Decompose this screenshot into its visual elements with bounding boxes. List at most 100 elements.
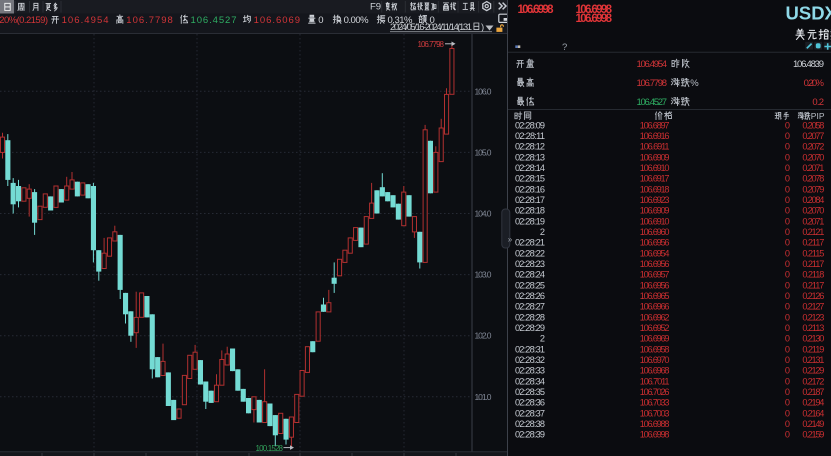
svg-text:0.2126: 0.2126: [802, 291, 824, 301]
svg-text:02:28:27: 02:28:27: [515, 302, 545, 312]
svg-text:0: 0: [785, 142, 790, 152]
svg-text:0.2058: 0.2058: [802, 120, 824, 130]
svg-text:106.6956: 106.6956: [640, 280, 670, 290]
svg-text:101.0: 101.0: [475, 392, 492, 402]
svg-text:0.2164: 0.2164: [802, 408, 824, 418]
svg-text:106.6956: 106.6956: [640, 238, 670, 248]
svg-text:0.2117: 0.2117: [802, 280, 824, 290]
svg-text:106.4954: 106.4954: [62, 15, 109, 26]
svg-text:PIP: PIP: [811, 111, 825, 121]
svg-text:02:28:32: 02:28:32: [515, 355, 545, 365]
svg-text:0: 0: [785, 398, 790, 408]
svg-text:0: 0: [785, 419, 790, 429]
svg-text:106.6957: 106.6957: [640, 270, 670, 280]
svg-text:0: 0: [785, 163, 790, 173]
svg-text:02:28:28: 02:28:28: [515, 312, 545, 322]
svg-text:0: 0: [785, 227, 790, 237]
svg-text:106.6960: 106.6960: [640, 227, 670, 237]
svg-text:0.2123: 0.2123: [802, 312, 824, 322]
svg-text:0: 0: [785, 280, 790, 290]
svg-text:0: 0: [318, 15, 323, 26]
svg-text:106.6910: 106.6910: [640, 163, 670, 173]
svg-text:106.6988: 106.6988: [640, 419, 670, 429]
svg-text:0: 0: [785, 270, 790, 280]
svg-text:0.2194: 0.2194: [802, 398, 824, 408]
svg-text:106.6958: 106.6958: [640, 344, 670, 354]
svg-text:02:28:29: 02:28:29: [515, 323, 545, 333]
svg-text:02:28:18: 02:28:18: [515, 206, 545, 216]
svg-text:02:28:09: 02:28:09: [515, 120, 545, 130]
svg-text:0: 0: [785, 120, 790, 130]
svg-text:02:28:37: 02:28:37: [515, 408, 545, 418]
svg-text:02:28:26: 02:28:26: [515, 291, 545, 301]
svg-text:100.1528: 100.1528: [256, 444, 284, 453]
svg-text:02:28:38: 02:28:38: [515, 419, 545, 429]
svg-text:0: 0: [785, 376, 790, 386]
svg-text:0.2172: 0.2172: [802, 376, 824, 386]
svg-text:105.0: 105.0: [475, 147, 492, 157]
svg-text:0.00%: 0.00%: [344, 15, 370, 26]
svg-text:106.6069: 106.6069: [254, 15, 301, 26]
svg-text:106.6954: 106.6954: [640, 248, 670, 258]
svg-text:0: 0: [785, 408, 790, 418]
svg-text:106.6918: 106.6918: [640, 184, 670, 194]
svg-text:106.7798: 106.7798: [418, 40, 445, 49]
svg-text:106.6962: 106.6962: [640, 312, 670, 322]
svg-text:106.7798: 106.7798: [126, 15, 173, 26]
svg-text:0.20%: 0.20%: [804, 78, 825, 89]
svg-text:02:28:34: 02:28:34: [515, 376, 545, 386]
svg-text:0: 0: [785, 259, 790, 269]
svg-text:106.4839: 106.4839: [793, 59, 824, 70]
svg-text:0: 0: [785, 184, 790, 194]
svg-text:106.6970: 106.6970: [640, 355, 670, 365]
svg-text:106.6911: 106.6911: [640, 142, 670, 152]
svg-text:104.0: 104.0: [475, 209, 492, 219]
svg-text:F9: F9: [370, 2, 381, 13]
svg-text:106.4954: 106.4954: [637, 59, 668, 70]
svg-text:02:28:24: 02:28:24: [515, 270, 545, 280]
svg-text:0: 0: [785, 355, 790, 365]
svg-text:106.6952: 106.6952: [640, 323, 670, 333]
svg-text:0.2072: 0.2072: [802, 142, 824, 152]
svg-text:106.7033: 106.7033: [640, 398, 670, 408]
svg-text:106.7011: 106.7011: [640, 376, 670, 386]
svg-text:106.6923: 106.6923: [640, 195, 670, 205]
svg-text:106.6909: 106.6909: [640, 206, 670, 216]
svg-text:0.2118: 0.2118: [802, 270, 824, 280]
svg-text:0: 0: [785, 430, 790, 440]
svg-text:0: 0: [785, 206, 790, 216]
svg-text:106.6998: 106.6998: [576, 13, 613, 25]
svg-text:0.2149: 0.2149: [802, 419, 824, 429]
svg-text:0.2127: 0.2127: [802, 302, 824, 312]
svg-text:02:28:12: 02:28:12: [515, 142, 545, 152]
svg-text:0.2121: 0.2121: [802, 227, 824, 237]
svg-text:106.7798: 106.7798: [637, 78, 668, 89]
svg-text:2: 2: [540, 227, 545, 237]
svg-text:0: 0: [785, 248, 790, 258]
svg-text:02:28:25: 02:28:25: [515, 280, 545, 290]
svg-text:106.6956: 106.6956: [640, 259, 670, 269]
svg-text:0.2070: 0.2070: [802, 152, 824, 162]
svg-text:106.6897: 106.6897: [640, 120, 670, 130]
svg-text:02:28:36: 02:28:36: [515, 398, 545, 408]
svg-text:0.2113: 0.2113: [802, 323, 824, 333]
svg-text:02:28:21: 02:28:21: [515, 238, 545, 248]
svg-text:02:28:22: 02:28:22: [515, 248, 545, 258]
svg-text:106.6916: 106.6916: [640, 131, 670, 141]
svg-text:0.2130: 0.2130: [802, 334, 824, 344]
svg-text:2: 2: [540, 334, 545, 344]
svg-text:103.0: 103.0: [475, 270, 492, 280]
svg-text:02:28:13: 02:28:13: [515, 152, 545, 162]
svg-text:02:28:17: 02:28:17: [515, 195, 545, 205]
svg-text:0: 0: [785, 174, 790, 184]
svg-text:106.6968: 106.6968: [640, 366, 670, 376]
svg-text:0.2078: 0.2078: [802, 174, 824, 184]
svg-text:106.7026: 106.7026: [640, 387, 670, 397]
svg-text:%: %: [690, 78, 699, 89]
svg-text:0: 0: [430, 15, 435, 26]
svg-text:0: 0: [785, 366, 790, 376]
svg-text:106.6966: 106.6966: [640, 302, 670, 312]
svg-text:0.31%: 0.31%: [388, 15, 414, 26]
svg-text:»: »: [508, 235, 513, 244]
svg-text:106.6998: 106.6998: [640, 430, 670, 440]
